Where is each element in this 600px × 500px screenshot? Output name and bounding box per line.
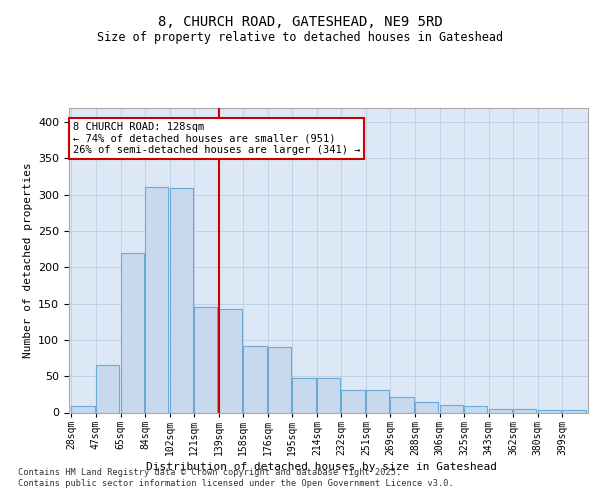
Y-axis label: Number of detached properties: Number of detached properties <box>23 162 32 358</box>
Bar <box>243 346 266 412</box>
Bar <box>538 410 561 412</box>
Bar <box>194 307 217 412</box>
Bar <box>391 397 414 412</box>
Text: 8 CHURCH ROAD: 128sqm
← 74% of detached houses are smaller (951)
26% of semi-det: 8 CHURCH ROAD: 128sqm ← 74% of detached … <box>73 122 360 155</box>
Bar <box>268 347 291 412</box>
Bar <box>415 402 439 412</box>
Bar <box>170 188 193 412</box>
Bar <box>464 406 487 412</box>
Bar <box>488 409 512 412</box>
Bar <box>513 409 536 412</box>
Bar <box>317 378 340 412</box>
Bar <box>440 404 463 412</box>
Text: 8, CHURCH ROAD, GATESHEAD, NE9 5RD: 8, CHURCH ROAD, GATESHEAD, NE9 5RD <box>158 16 442 30</box>
Bar <box>218 308 242 412</box>
Bar <box>292 378 316 412</box>
Bar <box>562 410 586 412</box>
Bar <box>121 252 144 412</box>
Bar <box>366 390 389 412</box>
Bar <box>145 186 169 412</box>
Bar <box>71 406 95 412</box>
Text: Contains HM Land Registry data © Crown copyright and database right 2025.
Contai: Contains HM Land Registry data © Crown c… <box>18 468 454 487</box>
Text: Size of property relative to detached houses in Gateshead: Size of property relative to detached ho… <box>97 31 503 44</box>
Bar <box>96 366 119 412</box>
Text: Distribution of detached houses by size in Gateshead: Distribution of detached houses by size … <box>146 462 497 472</box>
Bar <box>341 390 365 412</box>
